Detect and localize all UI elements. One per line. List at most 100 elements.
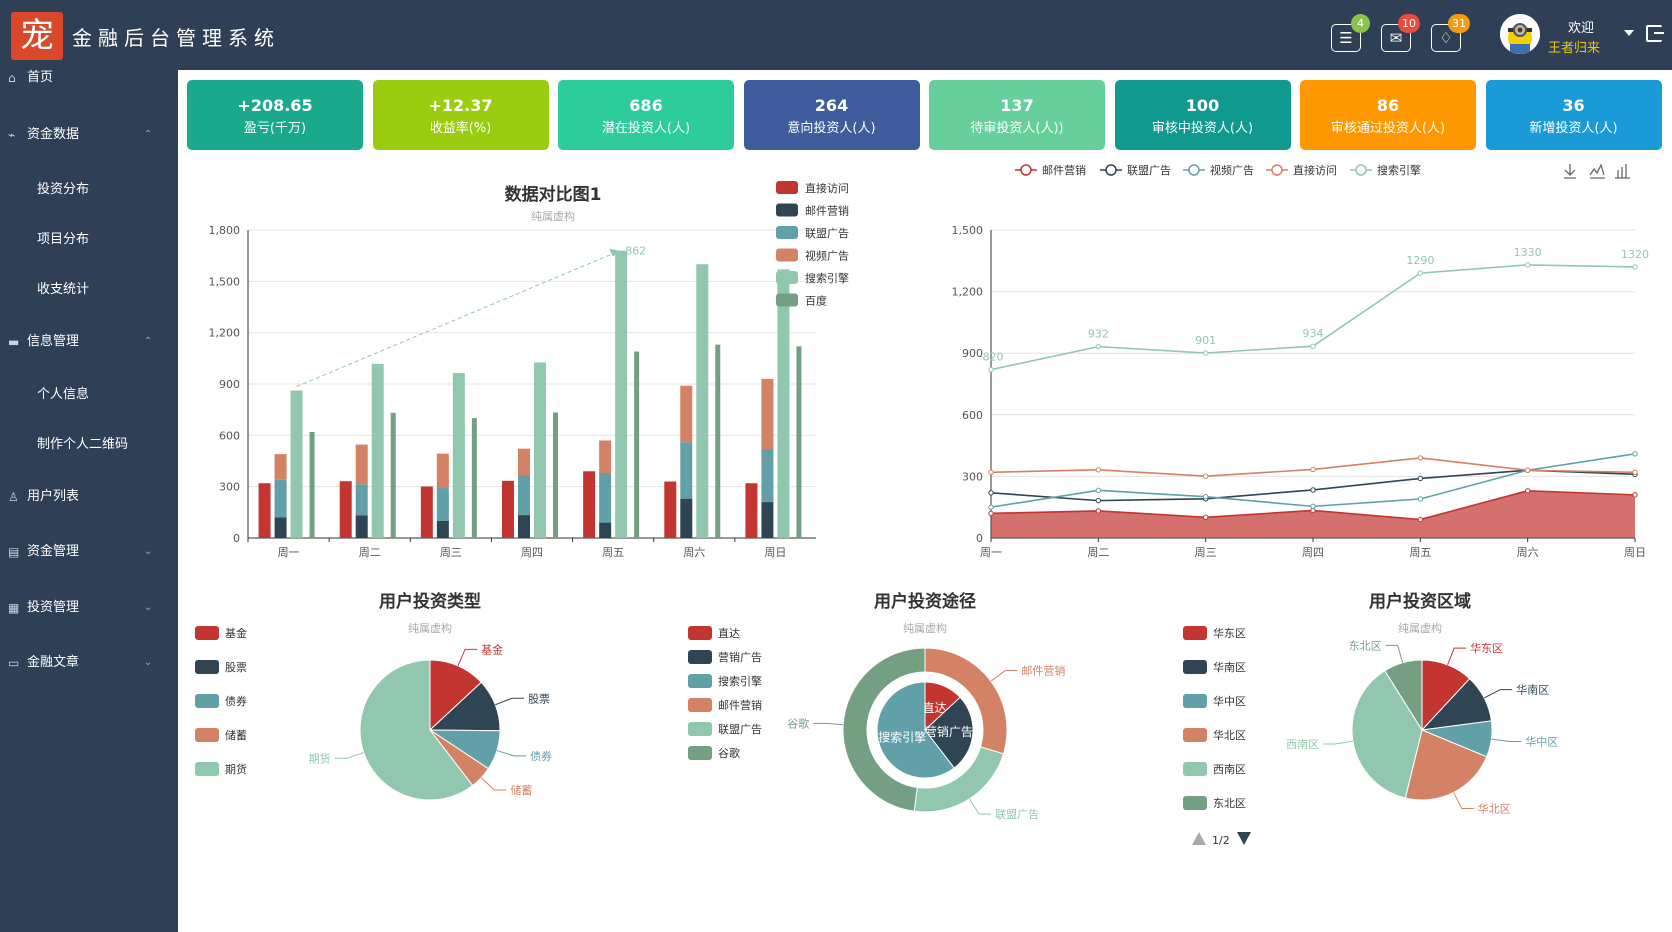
data-point[interactable] (1310, 466, 1316, 473)
chevron-down-icon[interactable]: ⌄ (144, 657, 153, 668)
sidebar-item[interactable]: ▭ 金融文章 ⌄ (0, 643, 178, 683)
stat-card[interactable]: 264 意向投资人(人) (743, 80, 920, 150)
chevron-down-icon[interactable]: ⌄ (144, 602, 153, 613)
sidebar-item[interactable]: ▬ 信息管理 ⌃ (0, 322, 178, 362)
pie-slice[interactable] (924, 696, 974, 769)
bar[interactable] (518, 475, 530, 516)
data-point[interactable] (988, 469, 994, 475)
sidebar-item[interactable]: ▤ 资金管理 ⌄ (0, 532, 178, 572)
sidebar-item[interactable]: 项目分布 (0, 220, 178, 260)
stat-card[interactable]: +12.37 收益率(%) (372, 80, 549, 150)
sidebar-item[interactable]: 制作个人二维码 (0, 425, 178, 465)
legend-swatch[interactable] (195, 762, 219, 776)
bar[interactable] (371, 363, 384, 538)
data-point[interactable] (1310, 343, 1316, 349)
chevron-down-icon[interactable]: ⌄ (144, 546, 153, 557)
data-point[interactable] (1417, 455, 1424, 461)
sidebar-item[interactable]: 个人信息 (0, 375, 178, 415)
bar[interactable] (355, 515, 368, 538)
layers-icon[interactable]: ☰ 4 (1331, 14, 1370, 52)
data-point[interactable] (988, 504, 994, 510)
legend-swatch[interactable] (688, 626, 712, 640)
bar[interactable] (796, 346, 802, 538)
data-point[interactable] (988, 510, 994, 517)
bar[interactable] (258, 483, 271, 538)
bar[interactable] (436, 488, 449, 521)
bar[interactable] (420, 486, 433, 538)
bar[interactable] (452, 373, 465, 538)
data-point[interactable] (1310, 487, 1316, 493)
download-icon[interactable] (1564, 164, 1576, 179)
bar[interactable] (680, 442, 693, 499)
bar[interactable] (761, 449, 774, 503)
bar[interactable] (339, 481, 352, 538)
bar[interactable] (518, 515, 530, 538)
legend-swatch[interactable] (688, 746, 712, 760)
data-point[interactable] (1632, 264, 1638, 270)
pie-slice[interactable] (842, 647, 926, 812)
bar[interactable] (696, 264, 709, 538)
bar[interactable] (680, 385, 693, 443)
stat-card[interactable]: 36 新增投资人(人) (1485, 80, 1662, 150)
legend-marker[interactable] (1271, 164, 1283, 176)
data-point[interactable] (1095, 467, 1102, 473)
sidebar-item[interactable]: 收支统计 (0, 270, 178, 310)
pager-prev-icon[interactable] (1192, 832, 1206, 845)
bar[interactable] (518, 448, 530, 476)
username[interactable]: 王者归来 (1548, 41, 1601, 56)
bar[interactable] (502, 480, 514, 538)
bar[interactable] (761, 502, 774, 538)
bar[interactable] (471, 418, 477, 538)
bar[interactable] (680, 498, 693, 538)
legend-swatch[interactable] (1183, 694, 1207, 708)
bar[interactable] (761, 378, 774, 450)
legend-swatch[interactable] (1183, 762, 1207, 776)
bar[interactable] (390, 412, 396, 538)
bar[interactable] (274, 479, 287, 518)
pie-slice[interactable] (1404, 729, 1488, 801)
bar[interactable] (553, 412, 558, 538)
stat-card[interactable]: 686 潜在投资人(人) (558, 80, 734, 150)
bar[interactable] (290, 390, 303, 538)
legend-swatch[interactable] (195, 660, 219, 674)
legend-swatch[interactable] (1183, 796, 1207, 810)
data-point[interactable] (1632, 492, 1638, 498)
data-point[interactable] (1095, 508, 1102, 514)
bar[interactable] (715, 344, 721, 538)
legend-swatch[interactable] (776, 226, 798, 239)
bar[interactable] (599, 440, 612, 473)
logout-icon[interactable] (1646, 25, 1664, 42)
legend-swatch[interactable] (1183, 728, 1207, 742)
pie-slice[interactable] (359, 659, 474, 801)
chevron-down-icon[interactable] (1624, 30, 1634, 36)
pie-slice[interactable] (876, 681, 955, 779)
bar[interactable] (615, 250, 628, 538)
data-point[interactable] (988, 490, 994, 496)
bar[interactable] (355, 444, 368, 485)
data-point[interactable] (1524, 488, 1531, 494)
avatar[interactable] (1500, 14, 1540, 54)
app-logo[interactable]: 宠 (11, 12, 63, 60)
data-point[interactable] (1417, 516, 1424, 523)
bar-chart-icon[interactable] (1615, 164, 1630, 179)
chevron-up-icon[interactable]: ⌃ (144, 336, 153, 347)
legend-swatch[interactable] (195, 728, 219, 742)
data-point[interactable] (1202, 473, 1209, 479)
series-line[interactable] (990, 264, 1636, 371)
pager-next-icon[interactable] (1237, 832, 1251, 845)
legend-marker[interactable] (1355, 164, 1367, 176)
bar[interactable] (599, 522, 612, 538)
bar[interactable] (583, 471, 596, 538)
bar[interactable] (534, 362, 546, 538)
bar[interactable] (745, 483, 758, 538)
sidebar-item[interactable]: ⌂ 首页 (0, 58, 178, 98)
mail-icon[interactable]: ✉ 10 (1381, 14, 1420, 52)
data-point[interactable] (1524, 467, 1531, 473)
pie-slice[interactable] (429, 659, 482, 732)
legend-swatch[interactable] (1183, 626, 1207, 640)
legend-marker[interactable] (1020, 164, 1032, 176)
bar[interactable] (664, 481, 677, 538)
stat-card[interactable]: 100 审核中投资人(人) (1114, 80, 1291, 150)
bar[interactable] (599, 472, 612, 523)
bar[interactable] (355, 484, 368, 516)
